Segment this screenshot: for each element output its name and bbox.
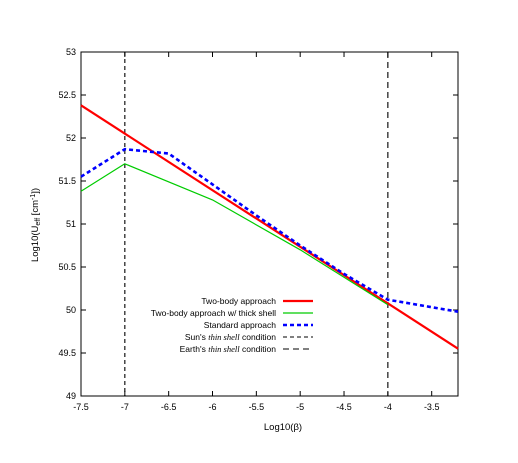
legend-label-3: Standard approach bbox=[204, 320, 277, 330]
y-tick-label: 52 bbox=[66, 133, 76, 143]
legend-label-1: Two-body approach bbox=[201, 296, 276, 306]
legend-label-part: Earth's bbox=[180, 344, 209, 354]
y-tick-label: 53 bbox=[66, 47, 76, 57]
x-tick-label: -7 bbox=[121, 402, 129, 412]
legend-label-part: Sun's bbox=[185, 332, 208, 342]
y-tick-label: 52.5 bbox=[58, 90, 76, 100]
y-tick-label: 50 bbox=[66, 305, 76, 315]
legend-label-part: thin shell bbox=[208, 344, 240, 354]
series-line-2 bbox=[80, 163, 389, 306]
x-axis-label: Log10(β) bbox=[264, 422, 302, 433]
x-tick-label: -5 bbox=[296, 402, 304, 412]
legend-label-4: Sun's thin shell condition bbox=[185, 332, 276, 342]
legend-label-part: condition bbox=[240, 344, 277, 354]
legend-label-part: condition bbox=[240, 332, 277, 342]
y-axis-label: Log10(Ueff [cm-1]) bbox=[30, 188, 42, 262]
plot-area: -7.5 -7 -6.5 -6 -5.5 -5 -4.5 -4 -3.5 49 49.5 50 50.5… bbox=[58, 47, 459, 412]
x-tick-label: -4 bbox=[384, 402, 392, 412]
x-tick-label: -6 bbox=[209, 402, 217, 412]
series-line-1 bbox=[80, 104, 459, 350]
x-tick-label: -4.5 bbox=[336, 402, 352, 412]
legend-label-part: thin shell bbox=[208, 332, 240, 342]
legend-label-2: Two-body approach w/ thick shell bbox=[151, 308, 276, 318]
series-line-3 bbox=[80, 147, 459, 313]
y-tick-label: 50.5 bbox=[58, 262, 76, 272]
x-tick-label: -5.5 bbox=[249, 402, 265, 412]
y-tick-label: 51 bbox=[66, 219, 76, 229]
x-tick-label: -3.5 bbox=[424, 402, 440, 412]
y-tick-label: 49.5 bbox=[58, 348, 76, 358]
x-tick-label: -6.5 bbox=[161, 402, 177, 412]
legend-label-5: Earth's thin shell condition bbox=[180, 344, 277, 354]
y-tick-label: 51.5 bbox=[58, 176, 76, 186]
y-tick-label: 49 bbox=[66, 391, 76, 401]
x-tick-label: -7.5 bbox=[73, 402, 89, 412]
